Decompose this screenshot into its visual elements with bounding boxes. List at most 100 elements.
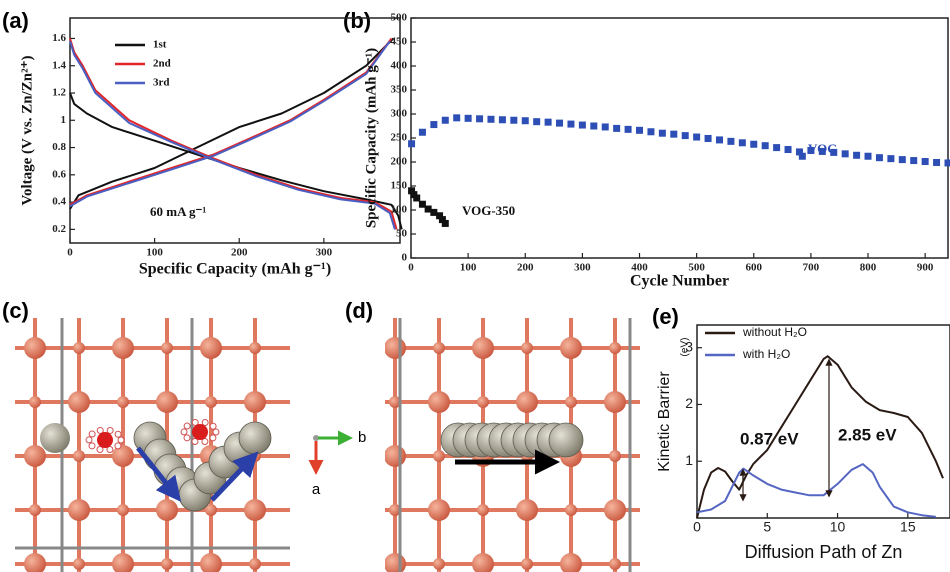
atom	[565, 504, 577, 516]
y-tick-label: 0	[402, 252, 408, 264]
panel-label: (d)	[345, 298, 373, 323]
x-axis-title: Specific Capacity (mAh g⁻¹)	[139, 261, 331, 278]
data-point	[750, 141, 757, 148]
atom	[516, 391, 538, 413]
y-tick-label: 1	[61, 114, 67, 126]
data-point	[739, 139, 746, 146]
data-point	[442, 117, 449, 124]
y-tick-label: 300	[391, 108, 408, 120]
structure-d	[384, 318, 640, 572]
data-point	[430, 121, 437, 128]
page: b a (a) (b) (c) (d) (e) 01002003000.20.4…	[0, 0, 950, 572]
atom	[244, 499, 266, 521]
data-point	[636, 127, 643, 134]
data-point	[705, 135, 712, 142]
data-point	[579, 122, 586, 129]
x-tick-label: 5	[763, 519, 771, 535]
atom	[24, 337, 46, 359]
y-axis-unit: (eV)	[680, 338, 691, 357]
x-tick-label: 0	[408, 262, 414, 274]
water-h	[86, 437, 92, 443]
y-tick-label: 1	[685, 452, 693, 468]
data-point	[487, 116, 494, 123]
atom	[249, 342, 261, 354]
atom	[73, 450, 85, 462]
data-point	[799, 153, 806, 160]
water-h	[115, 443, 121, 449]
data-point	[693, 134, 700, 141]
atom	[249, 558, 261, 570]
data-point	[442, 220, 449, 227]
data-point	[413, 195, 420, 202]
data-point	[522, 117, 529, 124]
y-tick-label: 50	[396, 228, 408, 240]
atom	[521, 342, 533, 354]
data-point	[476, 115, 483, 122]
atom	[609, 342, 621, 354]
legend-label: 3rd	[153, 77, 170, 89]
panel-label: (c)	[2, 298, 29, 323]
x-tick-label: 900	[917, 262, 934, 274]
data-point	[853, 152, 860, 159]
annotation: 0.87 eV	[740, 429, 799, 448]
panel-label: (a)	[2, 8, 29, 33]
y-axis-title: Specific Capacity (mAh g⁻¹)	[363, 48, 379, 228]
y-tick-label: 0.2	[52, 223, 66, 235]
atom	[477, 504, 489, 516]
data-point	[590, 123, 597, 130]
zn-path-atom	[239, 422, 271, 454]
data-line	[70, 41, 395, 229]
water-o	[97, 432, 113, 448]
atom	[560, 553, 582, 572]
atom	[433, 558, 445, 570]
y-axis-title: Kinetic Barrier	[656, 371, 673, 472]
atom	[205, 396, 217, 408]
data-point	[762, 142, 769, 149]
atom	[156, 499, 178, 521]
y-tick-label: 150	[391, 180, 408, 192]
x-tick-label: 100	[146, 247, 163, 259]
y-tick-label: 2	[685, 395, 693, 411]
series-label: VOG	[808, 141, 837, 156]
structure-c	[15, 318, 290, 572]
data-point	[785, 146, 792, 153]
atom	[428, 391, 450, 413]
data-point	[567, 121, 574, 128]
atom	[244, 391, 266, 413]
data-point	[453, 114, 460, 121]
water-h	[89, 443, 95, 449]
data-point	[682, 132, 689, 139]
orientation-axes: b a	[312, 429, 367, 498]
x-tick-label: 15	[900, 519, 916, 535]
atom	[384, 445, 406, 467]
atom	[428, 499, 450, 521]
data-point	[510, 117, 517, 124]
data-point	[887, 155, 894, 162]
data-point	[465, 115, 472, 122]
data-line	[697, 356, 943, 518]
atom	[477, 396, 489, 408]
atom	[560, 337, 582, 359]
atom	[112, 445, 134, 467]
x-tick-label: 200	[231, 247, 248, 259]
y-tick-label: 1.4	[52, 59, 66, 71]
atom	[609, 450, 621, 462]
data-point	[408, 140, 415, 147]
x-tick-label: 600	[746, 262, 763, 274]
data-point	[945, 159, 950, 166]
x-tick-label: 0	[693, 519, 701, 535]
x-tick-label: 700	[803, 262, 820, 274]
b-axis-label: b	[358, 429, 366, 446]
atom	[200, 553, 222, 572]
data-point	[910, 157, 917, 164]
water-h	[210, 435, 216, 441]
y-tick-label: 1.2	[52, 87, 66, 99]
data-point	[727, 138, 734, 145]
panel-label: (e)	[652, 304, 679, 329]
legend-label: without H₂O	[742, 325, 807, 339]
atom	[565, 396, 577, 408]
y-axis-title: Voltage (V vs. Zn/Zn²⁺)	[19, 56, 35, 206]
water-h	[213, 429, 219, 435]
water-h	[184, 423, 190, 429]
atom	[609, 558, 621, 570]
